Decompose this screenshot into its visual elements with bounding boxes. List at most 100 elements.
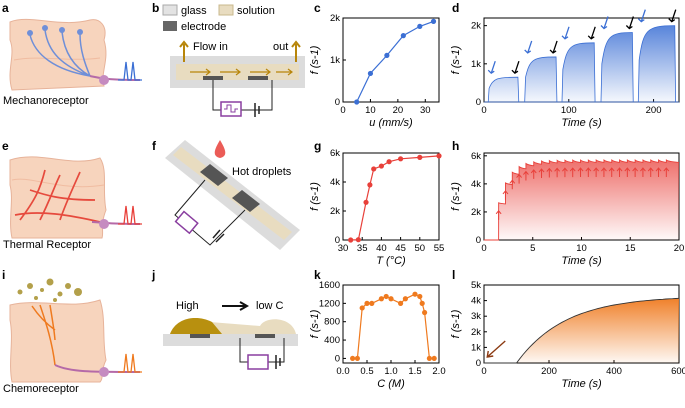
on-arrow-icon	[600, 16, 609, 30]
x-tick-label: 5	[530, 243, 535, 254]
thermal-receptor-illustration	[9, 156, 142, 239]
mechanoreceptor-illustration	[9, 18, 142, 91]
flow-in-label: Flow in	[193, 41, 228, 53]
droplet-arrow-icon	[624, 167, 631, 178]
x-tick-label: 30	[338, 243, 349, 254]
panel-letter-g: g	[314, 139, 321, 153]
x-axis-label: Time (s)	[561, 378, 602, 390]
data-point	[378, 296, 384, 302]
hot-droplets-label: Hot droplets	[232, 166, 292, 178]
panel-letter-f: f	[152, 139, 157, 153]
data-point	[398, 156, 404, 162]
y-tick-label: 0	[476, 358, 481, 369]
y-tick-label: 0	[335, 97, 340, 108]
area-fill	[484, 160, 679, 240]
caption-chemoreceptor: Chemoreceptor	[3, 383, 79, 395]
x-tick-label: 200	[541, 366, 557, 377]
data-point	[402, 296, 408, 302]
droplet-arrow-icon	[616, 167, 623, 178]
droplet-arrow-icon	[663, 167, 670, 178]
chart-k: 0.0 0.5 1.0 1.5 2.0 0 400 800 1200 1600 C (M) f (s-…	[309, 280, 446, 390]
y-tick-label: 0	[476, 235, 481, 246]
legend-solution: solution	[237, 5, 275, 17]
droplet-arrow-icon	[569, 167, 576, 178]
onset-arrow-icon	[486, 340, 506, 358]
series-line	[356, 20, 434, 103]
x-tick-label: 0.5	[360, 366, 373, 377]
data-point	[431, 355, 437, 362]
data-point	[417, 23, 423, 29]
droplet-arrow-icon	[538, 168, 545, 179]
data-point	[354, 355, 360, 362]
off-arrow-icon	[668, 9, 677, 23]
droplet-arrow-icon	[585, 167, 592, 178]
y-tick-label: 0	[335, 353, 340, 364]
series-line	[350, 155, 440, 241]
data-point	[383, 293, 389, 300]
arrow-right-icon	[222, 301, 250, 311]
y-tick-label: 4k	[471, 296, 481, 307]
legend-swatch-glass	[162, 4, 178, 16]
data-point	[355, 237, 361, 243]
droplet-arrow-icon	[554, 167, 561, 178]
droplet-arrow-icon	[546, 167, 553, 178]
y-tick-label: 2k	[471, 207, 481, 218]
data-point	[378, 163, 384, 169]
off-arrow-icon	[549, 40, 558, 54]
droplet-arrow-icon	[647, 167, 654, 178]
on-arrow-icon	[561, 26, 570, 40]
flow-schematic: glass solution electrode Flow in out	[162, 4, 305, 117]
droplet-arrow-icon	[632, 167, 639, 178]
droplet-arrow-icon	[495, 210, 502, 220]
data-point	[419, 300, 425, 306]
x-tick-label: 0.0	[336, 366, 349, 377]
droplet-arrow-icon	[608, 167, 615, 178]
y-axis-label: f (s-1)	[450, 45, 462, 74]
x-tick-label: 100	[561, 105, 577, 116]
data-point	[348, 237, 354, 243]
x-tick-label: 20	[674, 243, 685, 254]
panel-letter-i: i	[2, 268, 5, 282]
y-tick-label: 1k	[330, 55, 340, 66]
x-tick-label: 30	[420, 105, 431, 116]
panel-letter-e: e	[2, 139, 9, 153]
legend-glass: glass	[181, 5, 207, 17]
concentration-schematic: High low C	[163, 300, 298, 370]
data-point	[359, 305, 365, 311]
y-tick-label: 1200	[319, 298, 340, 309]
data-point	[367, 182, 373, 188]
area-series	[484, 297, 680, 364]
off-arrow-icon	[511, 60, 520, 75]
x-axis-label: T (°C)	[376, 255, 406, 267]
y-axis-label: f (s-1)	[450, 182, 462, 211]
x-tick-label: 20	[393, 105, 404, 116]
y-axis-label: f (s-1)	[450, 309, 462, 338]
x-tick-label: 15	[625, 243, 636, 254]
caption-thermal-receptor: Thermal Receptor	[3, 239, 91, 251]
droplet-arrow-icon	[502, 190, 509, 200]
y-tick-label: 3k	[471, 311, 481, 322]
x-tick-label: 0	[340, 105, 345, 116]
x-tick-label: 35	[357, 243, 368, 254]
chart-d: 0 100 200 0 1k 2k Time (s) f (s-1)	[450, 9, 680, 129]
hot-droplet-schematic: Hot droplets	[165, 140, 300, 250]
x-tick-label: 0	[481, 366, 486, 377]
x-tick-label: 40	[376, 243, 387, 254]
data-point	[384, 52, 390, 58]
y-tick-label: 800	[324, 317, 340, 328]
high-label: High	[176, 300, 199, 312]
data-point	[412, 291, 418, 297]
data-point	[367, 70, 374, 77]
x-tick-label: 0	[481, 105, 486, 116]
droplet-arrow-icon	[640, 167, 646, 178]
data-point	[398, 300, 404, 306]
x-tick-label: 10	[365, 105, 376, 116]
data-point	[417, 154, 423, 160]
data-point	[417, 293, 423, 300]
x-tick-label: 0	[481, 243, 486, 254]
droplet-arrow-icon	[655, 167, 662, 178]
y-tick-label: 2k	[330, 13, 340, 24]
x-tick-label: 400	[606, 366, 622, 377]
droplet-arrow-icon	[601, 167, 607, 178]
